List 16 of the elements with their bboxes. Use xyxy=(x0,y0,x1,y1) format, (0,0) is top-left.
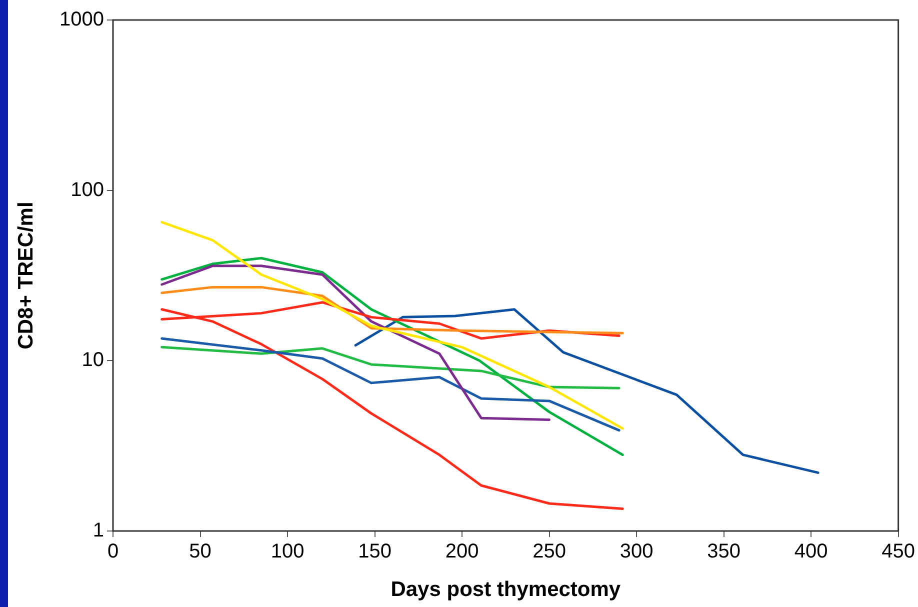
x-axis-title: Days post thymectomy xyxy=(390,578,621,602)
y-tick-label: 100 xyxy=(70,178,104,201)
y-tick-label: 1 xyxy=(92,520,104,542)
y-tick-label: 10 xyxy=(82,349,104,372)
x-tick-label: 100 xyxy=(270,540,304,563)
x-tick-label: 0 xyxy=(107,540,119,563)
x-tick-label: 400 xyxy=(794,540,828,563)
y-axis-title: CD8+ TREC/ml xyxy=(14,202,38,350)
x-tick-label: 250 xyxy=(532,540,566,563)
x-tick-label: 350 xyxy=(707,540,740,563)
x-tick-label: 300 xyxy=(620,540,654,563)
x-tick-label: 50 xyxy=(189,540,212,563)
x-tick-label: 450 xyxy=(882,540,916,563)
y-tick-label: 1000 xyxy=(60,8,104,31)
x-tick-label: 150 xyxy=(358,540,392,563)
x-tick-label: 200 xyxy=(445,540,479,563)
